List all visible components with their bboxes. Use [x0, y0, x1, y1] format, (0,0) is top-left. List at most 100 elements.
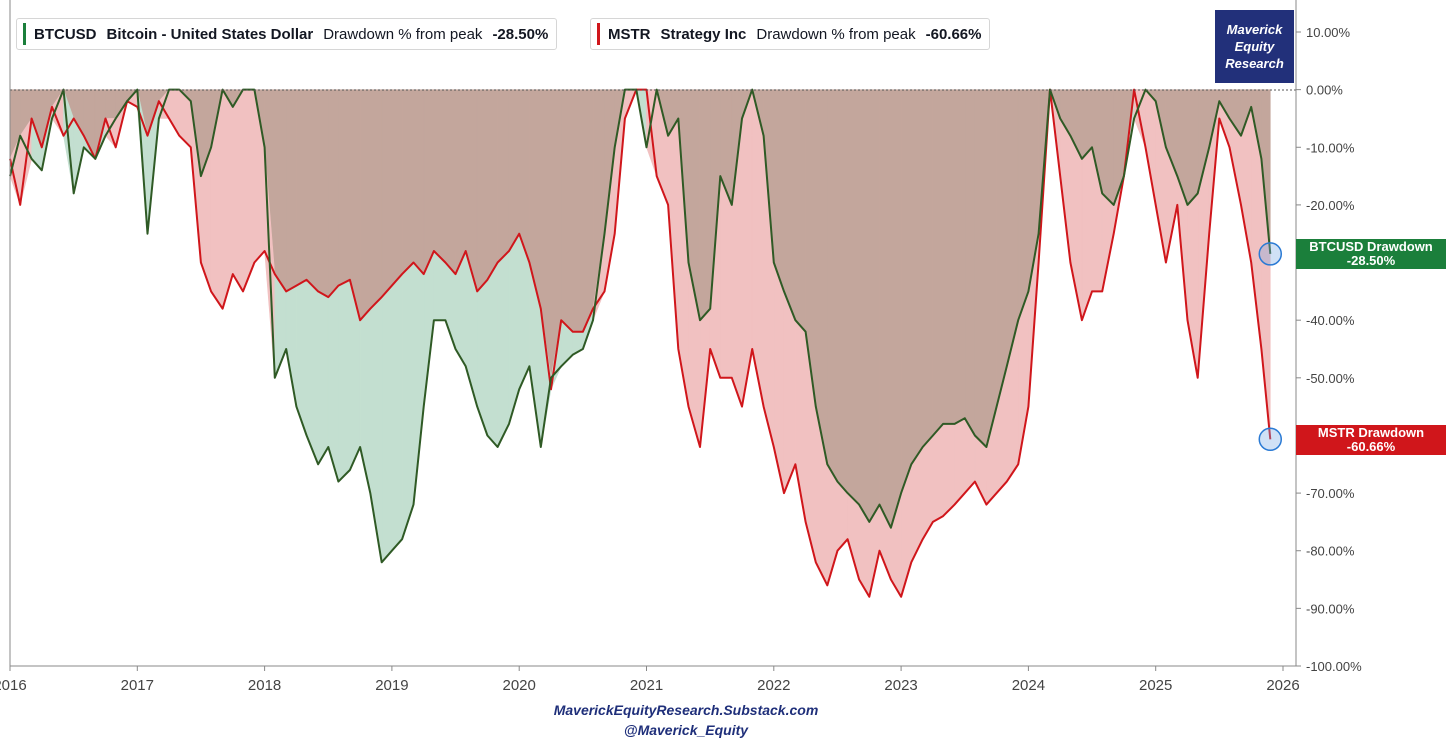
footer-handle[interactable]: @Maverick_Equity	[623, 722, 749, 738]
overlap-fill	[815, 89, 828, 465]
mstr-end-label-title: MSTR Drawdown	[1317, 425, 1425, 440]
overlap-fill	[369, 89, 383, 310]
overlap-fill	[274, 89, 287, 293]
legend-mstr-swatch	[597, 23, 600, 45]
mstr-only-fill	[232, 88, 244, 293]
overlap-fill	[996, 89, 1008, 407]
mstr-only-fill	[1145, 88, 1156, 205]
overlap-fill	[783, 89, 796, 321]
overlap-fill	[317, 89, 329, 298]
btc-only-fill	[338, 279, 351, 483]
overlap-fill	[285, 89, 297, 292]
x-tick-label: 2023	[884, 677, 917, 694]
btc-end-label: BTCUSD Drawdown -28.50%	[1296, 239, 1446, 269]
legend-btcusd[interactable]: BTCUSD Bitcoin - United States Dollar Dr…	[16, 18, 558, 50]
x-tick-label: 2026	[1266, 677, 1299, 694]
overlap-fill	[932, 89, 944, 437]
y-tick-label: -80.00%	[1306, 544, 1355, 559]
overlap-fill	[572, 89, 584, 333]
overlap-fill	[105, 89, 116, 119]
mstr-end-label-value: -60.66%	[1346, 439, 1396, 454]
overlap-fill	[338, 89, 351, 287]
overlap-fill	[954, 89, 966, 425]
legend-mstr[interactable]: MSTR Strategy Inc Drawdown % from peak -…	[590, 18, 991, 50]
overlap-fill	[922, 89, 934, 448]
overlap-fill	[942, 89, 955, 425]
mstr-only-fill	[222, 88, 234, 309]
overlap-fill	[391, 89, 403, 287]
y-tick-label: -40.00%	[1306, 313, 1355, 328]
brand-line-3: Research	[1225, 56, 1284, 71]
overlap-fill	[560, 89, 573, 333]
overlap-fill	[699, 89, 711, 321]
overlap-fill	[401, 89, 414, 275]
y-tick-label: 0.00%	[1306, 83, 1343, 98]
btc-only-fill	[497, 250, 510, 448]
overlap-fill	[826, 89, 838, 483]
overlap-fill	[327, 89, 339, 298]
btc-only-fill	[401, 261, 414, 540]
footer-website[interactable]: MaverickEquityResearch.Substack.com	[553, 702, 819, 718]
overlap-fill	[879, 89, 892, 528]
btc-only-fill	[285, 285, 297, 407]
overlap-fill	[359, 89, 371, 321]
overlap-fill	[890, 89, 902, 528]
overlap-fill	[847, 89, 860, 506]
end-markers	[1258, 242, 1283, 452]
x-tick-label: 2019	[375, 677, 408, 694]
x-tick-label: 2022	[757, 677, 790, 694]
overlap-fill	[858, 89, 870, 524]
btc-only-fill	[487, 261, 498, 448]
btc-only-fill	[381, 284, 393, 564]
mstr-end-marker	[1258, 427, 1283, 452]
y-tick-label: -100.00%	[1306, 659, 1362, 674]
btcusd-drawdown-line	[9, 88, 1272, 564]
x-tick-label: 2025	[1139, 677, 1172, 694]
x-tick-label: 2021	[630, 677, 663, 694]
legend-mstr-value: -60.66%	[925, 25, 982, 43]
x-tick-label: 2024	[1012, 677, 1045, 694]
overlap-fill	[423, 89, 435, 275]
legend-mstr-symbol: MSTR	[608, 25, 651, 43]
legend-mstr-name: Strategy Inc	[660, 25, 747, 43]
overlap-fill	[433, 89, 446, 264]
legend-btcusd-symbol: BTCUSD	[34, 25, 97, 43]
legend-mstr-metric: Drawdown % from peak	[756, 25, 916, 43]
overlap-fill	[487, 89, 498, 281]
x-axis: 2016 2017 2018 2019 2020 2021 2022 2023 2024 2025…	[0, 666, 1300, 694]
overlap-fill	[306, 89, 319, 293]
y-axis: 10.00%0.00%-10.00%-20.00%-30.00%-40.00%-…	[1296, 25, 1362, 674]
overlap-fill	[974, 89, 987, 448]
overlap-fill	[476, 89, 488, 293]
x-tick-label: 2017	[121, 677, 154, 694]
overlap-fill	[455, 89, 467, 275]
y-tick-label: -90.00%	[1306, 601, 1355, 616]
y-tick-label: -70.00%	[1306, 486, 1355, 501]
mstr-drawdown-line	[9, 88, 1272, 598]
x-tick-label: 2016	[0, 677, 27, 694]
brand-logo: Maverick Equity Research	[1215, 10, 1294, 83]
btc-only-fill	[391, 273, 403, 552]
btc-only-fill	[317, 290, 329, 466]
overlap-fill	[413, 89, 425, 275]
overlap-fill	[910, 89, 924, 466]
legend-btcusd-name: Bitcoin - United States Dollar	[106, 25, 314, 43]
overlap-fill	[1017, 89, 1029, 321]
btcusd-end-marker	[1258, 242, 1283, 266]
mstr-end-label: MSTR Drawdown -60.66%	[1296, 425, 1446, 455]
overlap-fill	[497, 89, 510, 264]
y-tick-label: -10.00%	[1306, 140, 1355, 155]
mstr-only-fill	[942, 423, 955, 517]
brand-line-1: Maverick	[1226, 22, 1283, 37]
overlap-fill	[582, 89, 594, 332]
mstr-only-fill	[783, 291, 796, 494]
drawdown-fills	[9, 88, 1271, 598]
mstr-only-fill	[932, 423, 944, 523]
y-tick-label: 10.00%	[1306, 25, 1351, 40]
overlap-fill	[773, 89, 785, 292]
btc-end-label-title: BTCUSD Drawdown	[1309, 239, 1433, 254]
drawdown-lines	[9, 88, 1272, 598]
y-tick-label: -50.00%	[1306, 371, 1355, 386]
overlap-fill	[381, 89, 393, 298]
